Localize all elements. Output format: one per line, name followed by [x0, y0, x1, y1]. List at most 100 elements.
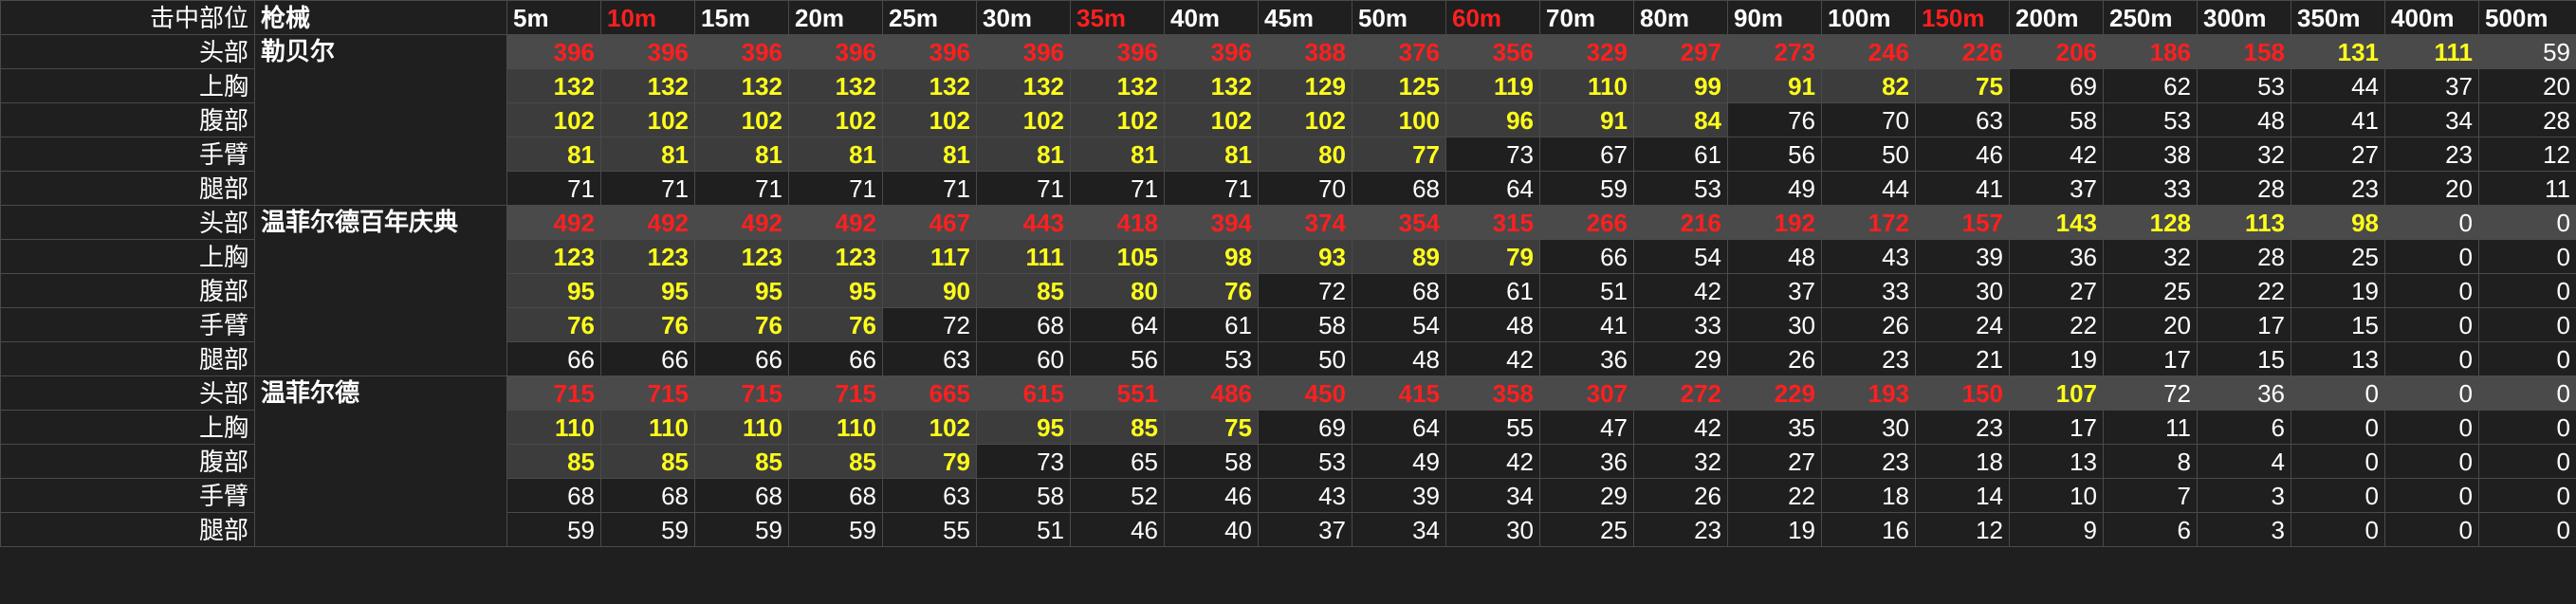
- damage-value-cell: 68: [600, 478, 695, 513]
- damage-value-cell: 26: [1821, 307, 1916, 342]
- distance-header-45m: 45m: [1258, 0, 1352, 35]
- damage-table: 击中部位 枪械 5m 10m 15m 20m 25m 30m 35m 40m 45m 50m 60m…: [0, 0, 2576, 547]
- damage-value-cell: 75: [1915, 68, 2010, 103]
- damage-value-cell: 65: [1070, 444, 1165, 479]
- table-row: 手臂 81 81 81 81 81 81 81 81 80 77 73 67 61 56 50 46 42 38 32…: [0, 137, 2576, 172]
- damage-value-cell: 30: [1915, 273, 2010, 308]
- damage-value-cell: 132: [976, 68, 1071, 103]
- damage-value-cell: 20: [2103, 307, 2198, 342]
- damage-value-cell: 10: [2009, 478, 2104, 513]
- damage-value-cell: 37: [2384, 68, 2479, 103]
- distance-header-80m: 80m: [1633, 0, 1728, 35]
- damage-value-cell: 69: [1258, 410, 1352, 445]
- damage-value-cell: 715: [694, 375, 789, 411]
- damage-value-cell: 615: [976, 375, 1071, 411]
- damage-value-cell: 73: [1445, 137, 1540, 172]
- damage-value-cell: 51: [976, 512, 1071, 547]
- damage-value-cell: 0: [2478, 410, 2576, 445]
- damage-value-cell: 132: [600, 68, 695, 103]
- damage-value-cell: 23: [2384, 137, 2479, 172]
- damage-value-cell: 23: [1915, 410, 2010, 445]
- damage-value-cell: 36: [1539, 341, 1634, 376]
- distance-header-250m: 250m: [2103, 0, 2198, 35]
- damage-value-cell: 25: [2103, 273, 2198, 308]
- damage-value-cell: 99: [1633, 68, 1728, 103]
- damage-value-cell: 329: [1539, 34, 1634, 69]
- damage-value-cell: 35: [1727, 410, 1822, 445]
- damage-value-cell: 12: [1915, 512, 2010, 547]
- damage-value-cell: 80: [1070, 273, 1165, 308]
- damage-value-cell: 128: [2103, 205, 2198, 240]
- damage-value-cell: 56: [1727, 137, 1822, 172]
- damage-value-cell: 68: [1352, 273, 1446, 308]
- damage-value-cell: 492: [600, 205, 695, 240]
- damage-value-cell: 81: [882, 137, 977, 172]
- damage-value-cell: 132: [788, 68, 883, 103]
- damage-value-cell: 58: [1258, 307, 1352, 342]
- distance-header-40m: 40m: [1164, 0, 1259, 35]
- damage-value-cell: 85: [976, 273, 1071, 308]
- damage-value-cell: 71: [600, 171, 695, 206]
- damage-value-cell: 76: [600, 307, 695, 342]
- damage-value-cell: 0: [2478, 444, 2576, 479]
- damage-value-cell: 68: [694, 478, 789, 513]
- damage-value-cell: 43: [1821, 239, 1916, 274]
- hit-part-cell: 头部: [0, 34, 255, 69]
- damage-value-cell: 20: [2384, 171, 2479, 206]
- damage-value-cell: 374: [1258, 205, 1352, 240]
- damage-value-cell: 64: [1445, 171, 1540, 206]
- damage-value-cell: 85: [506, 444, 601, 479]
- table-row: 腹部 85 85 85 85 79 73 65 58 53 49 42 36 32 27 23 18 13 8 4 0 0…: [0, 444, 2576, 479]
- damage-value-cell: 54: [1352, 307, 1446, 342]
- damage-value-cell: 73: [976, 444, 1071, 479]
- damage-value-cell: 129: [1258, 68, 1352, 103]
- damage-value-cell: 3: [2197, 512, 2291, 547]
- damage-value-cell: 91: [1727, 68, 1822, 103]
- damage-value-cell: 396: [600, 34, 695, 69]
- damage-value-cell: 0: [2478, 205, 2576, 240]
- hit-part-header: 击中部位: [0, 0, 255, 35]
- damage-value-cell: 15: [2197, 341, 2291, 376]
- damage-value-cell: 0: [2478, 307, 2576, 342]
- damage-value-cell: 117: [882, 239, 977, 274]
- distance-header-90m: 90m: [1727, 0, 1822, 35]
- weapon-name-cell: 温菲尔德百年庆典: [254, 205, 507, 376]
- damage-value-cell: 72: [882, 307, 977, 342]
- damage-value-cell: 61: [1633, 137, 1728, 172]
- damage-value-cell: 70: [1821, 102, 1916, 137]
- damage-value-cell: 110: [694, 410, 789, 445]
- damage-value-cell: 8: [2103, 444, 2198, 479]
- damage-value-cell: 89: [1352, 239, 1446, 274]
- damage-value-cell: 47: [1539, 410, 1634, 445]
- damage-value-cell: 123: [694, 239, 789, 274]
- damage-value-cell: 70: [1258, 171, 1352, 206]
- distance-header-500m: 500m: [2478, 0, 2576, 35]
- damage-value-cell: 6: [2197, 410, 2291, 445]
- damage-value-cell: 0: [2291, 444, 2385, 479]
- distance-header-25m: 25m: [882, 0, 977, 35]
- damage-value-cell: 95: [976, 410, 1071, 445]
- damage-value-cell: 158: [2197, 34, 2291, 69]
- damage-value-cell: 0: [2291, 512, 2385, 547]
- damage-value-cell: 53: [2197, 68, 2291, 103]
- damage-value-cell: 111: [976, 239, 1071, 274]
- damage-value-cell: 12: [2478, 137, 2576, 172]
- damage-value-cell: 36: [2197, 375, 2291, 411]
- damage-value-cell: 102: [882, 102, 977, 137]
- damage-value-cell: 450: [1258, 375, 1352, 411]
- damage-value-cell: 102: [1164, 102, 1259, 137]
- hit-part-cell: 手臂: [0, 478, 255, 513]
- damage-value-cell: 71: [1164, 171, 1259, 206]
- distance-header-15m: 15m: [694, 0, 789, 35]
- damage-value-cell: 9: [2009, 512, 2104, 547]
- damage-value-cell: 71: [694, 171, 789, 206]
- damage-value-cell: 95: [600, 273, 695, 308]
- table-row: 上胸 132 132 132 132 132 132 132 132 129 125 119 110 99…: [0, 68, 2576, 103]
- hit-part-cell: 头部: [0, 375, 255, 411]
- damage-value-cell: 32: [2103, 239, 2198, 274]
- damage-value-cell: 59: [600, 512, 695, 547]
- damage-value-cell: 110: [506, 410, 601, 445]
- damage-value-cell: 0: [2384, 205, 2479, 240]
- damage-value-cell: 76: [694, 307, 789, 342]
- damage-value-cell: 36: [2009, 239, 2104, 274]
